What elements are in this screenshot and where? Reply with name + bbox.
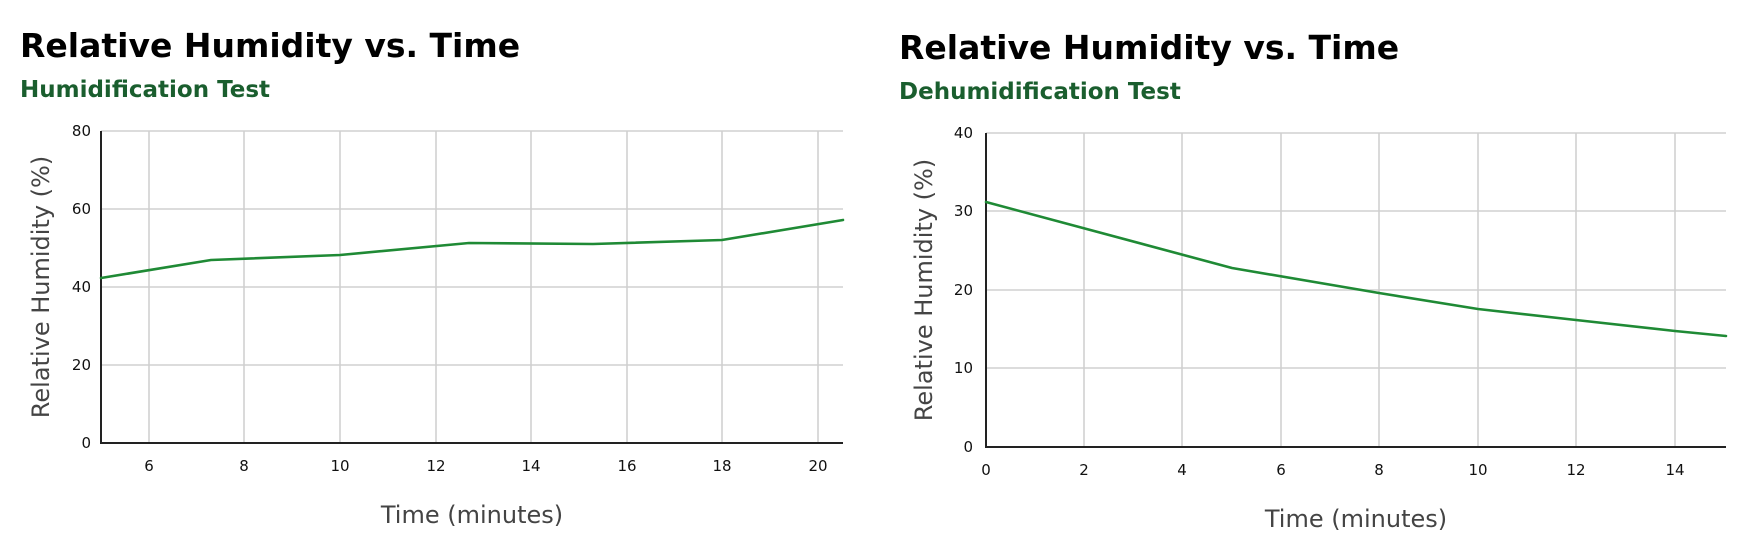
y-tick-label: 40	[72, 278, 91, 296]
x-tick-labels: 0 2 4 6 8 10 12 14	[981, 461, 1684, 479]
x-gridlines	[1083, 133, 1676, 447]
humidification-plot: 0 20 40 60 80 6 8 10 12 14 16 18 20 Time…	[27, 122, 845, 529]
dehumidification-chart-panel: Relative Humidity vs. Time Dehumidificat…	[879, 0, 1758, 549]
y-tick-label: 20	[954, 281, 973, 299]
x-tick-label: 14	[521, 457, 540, 475]
y-tick-label: 0	[81, 434, 91, 452]
x-gridlines	[148, 131, 819, 443]
y-tick-labels: 0 10 20 30 40	[954, 124, 973, 456]
y-axis-title: Relative Humidity (%)	[27, 156, 55, 418]
humidity-line	[984, 200, 1728, 338]
x-tick-label: 12	[426, 457, 445, 475]
x-tick-label: 6	[144, 457, 154, 475]
humidity-line	[99, 218, 845, 280]
chart-subtitle: Humidification Test	[20, 77, 271, 103]
humidification-chart-panel: Relative Humidity vs. Time Humidificatio…	[20, 26, 845, 529]
x-tick-label: 4	[1177, 461, 1187, 479]
y-tick-label: 60	[72, 200, 91, 218]
y-tick-label: 20	[72, 356, 91, 374]
y-tick-label: 80	[72, 122, 91, 140]
y-axis-title: Relative Humidity (%)	[910, 159, 938, 421]
y-tick-label: 30	[954, 202, 973, 220]
x-tick-label: 2	[1079, 461, 1089, 479]
x-tick-label: 0	[981, 461, 991, 479]
x-tick-label: 18	[712, 457, 731, 475]
x-tick-label: 8	[1374, 461, 1384, 479]
x-tick-label: 20	[808, 457, 827, 475]
x-tick-label: 14	[1665, 461, 1684, 479]
x-tick-label: 10	[1468, 461, 1487, 479]
y-gridlines	[986, 132, 1726, 369]
x-tick-labels: 6 8 10 12 14 16 18 20	[144, 457, 827, 475]
chart-title: Relative Humidity vs. Time	[899, 28, 1400, 67]
chart-title: Relative Humidity vs. Time	[20, 26, 521, 65]
x-tick-label: 6	[1276, 461, 1286, 479]
chart-subtitle: Dehumidification Test	[899, 79, 1181, 105]
x-tick-label: 12	[1566, 461, 1585, 479]
x-tick-label: 8	[239, 457, 249, 475]
dehumidification-plot: 0 10 20 30 40 0 2 4 6 8 10 12 14 Time (m…	[910, 124, 1728, 533]
x-tick-label: 16	[617, 457, 636, 475]
x-axis-title: Time (minutes)	[380, 501, 563, 529]
y-gridlines	[101, 130, 843, 366]
y-tick-label: 40	[954, 124, 973, 142]
y-tick-labels: 0 20 40 60 80	[72, 122, 91, 452]
y-tick-label: 10	[954, 359, 973, 377]
x-tick-label: 10	[330, 457, 349, 475]
y-tick-label: 0	[963, 438, 973, 456]
x-axis-title: Time (minutes)	[1264, 505, 1447, 533]
